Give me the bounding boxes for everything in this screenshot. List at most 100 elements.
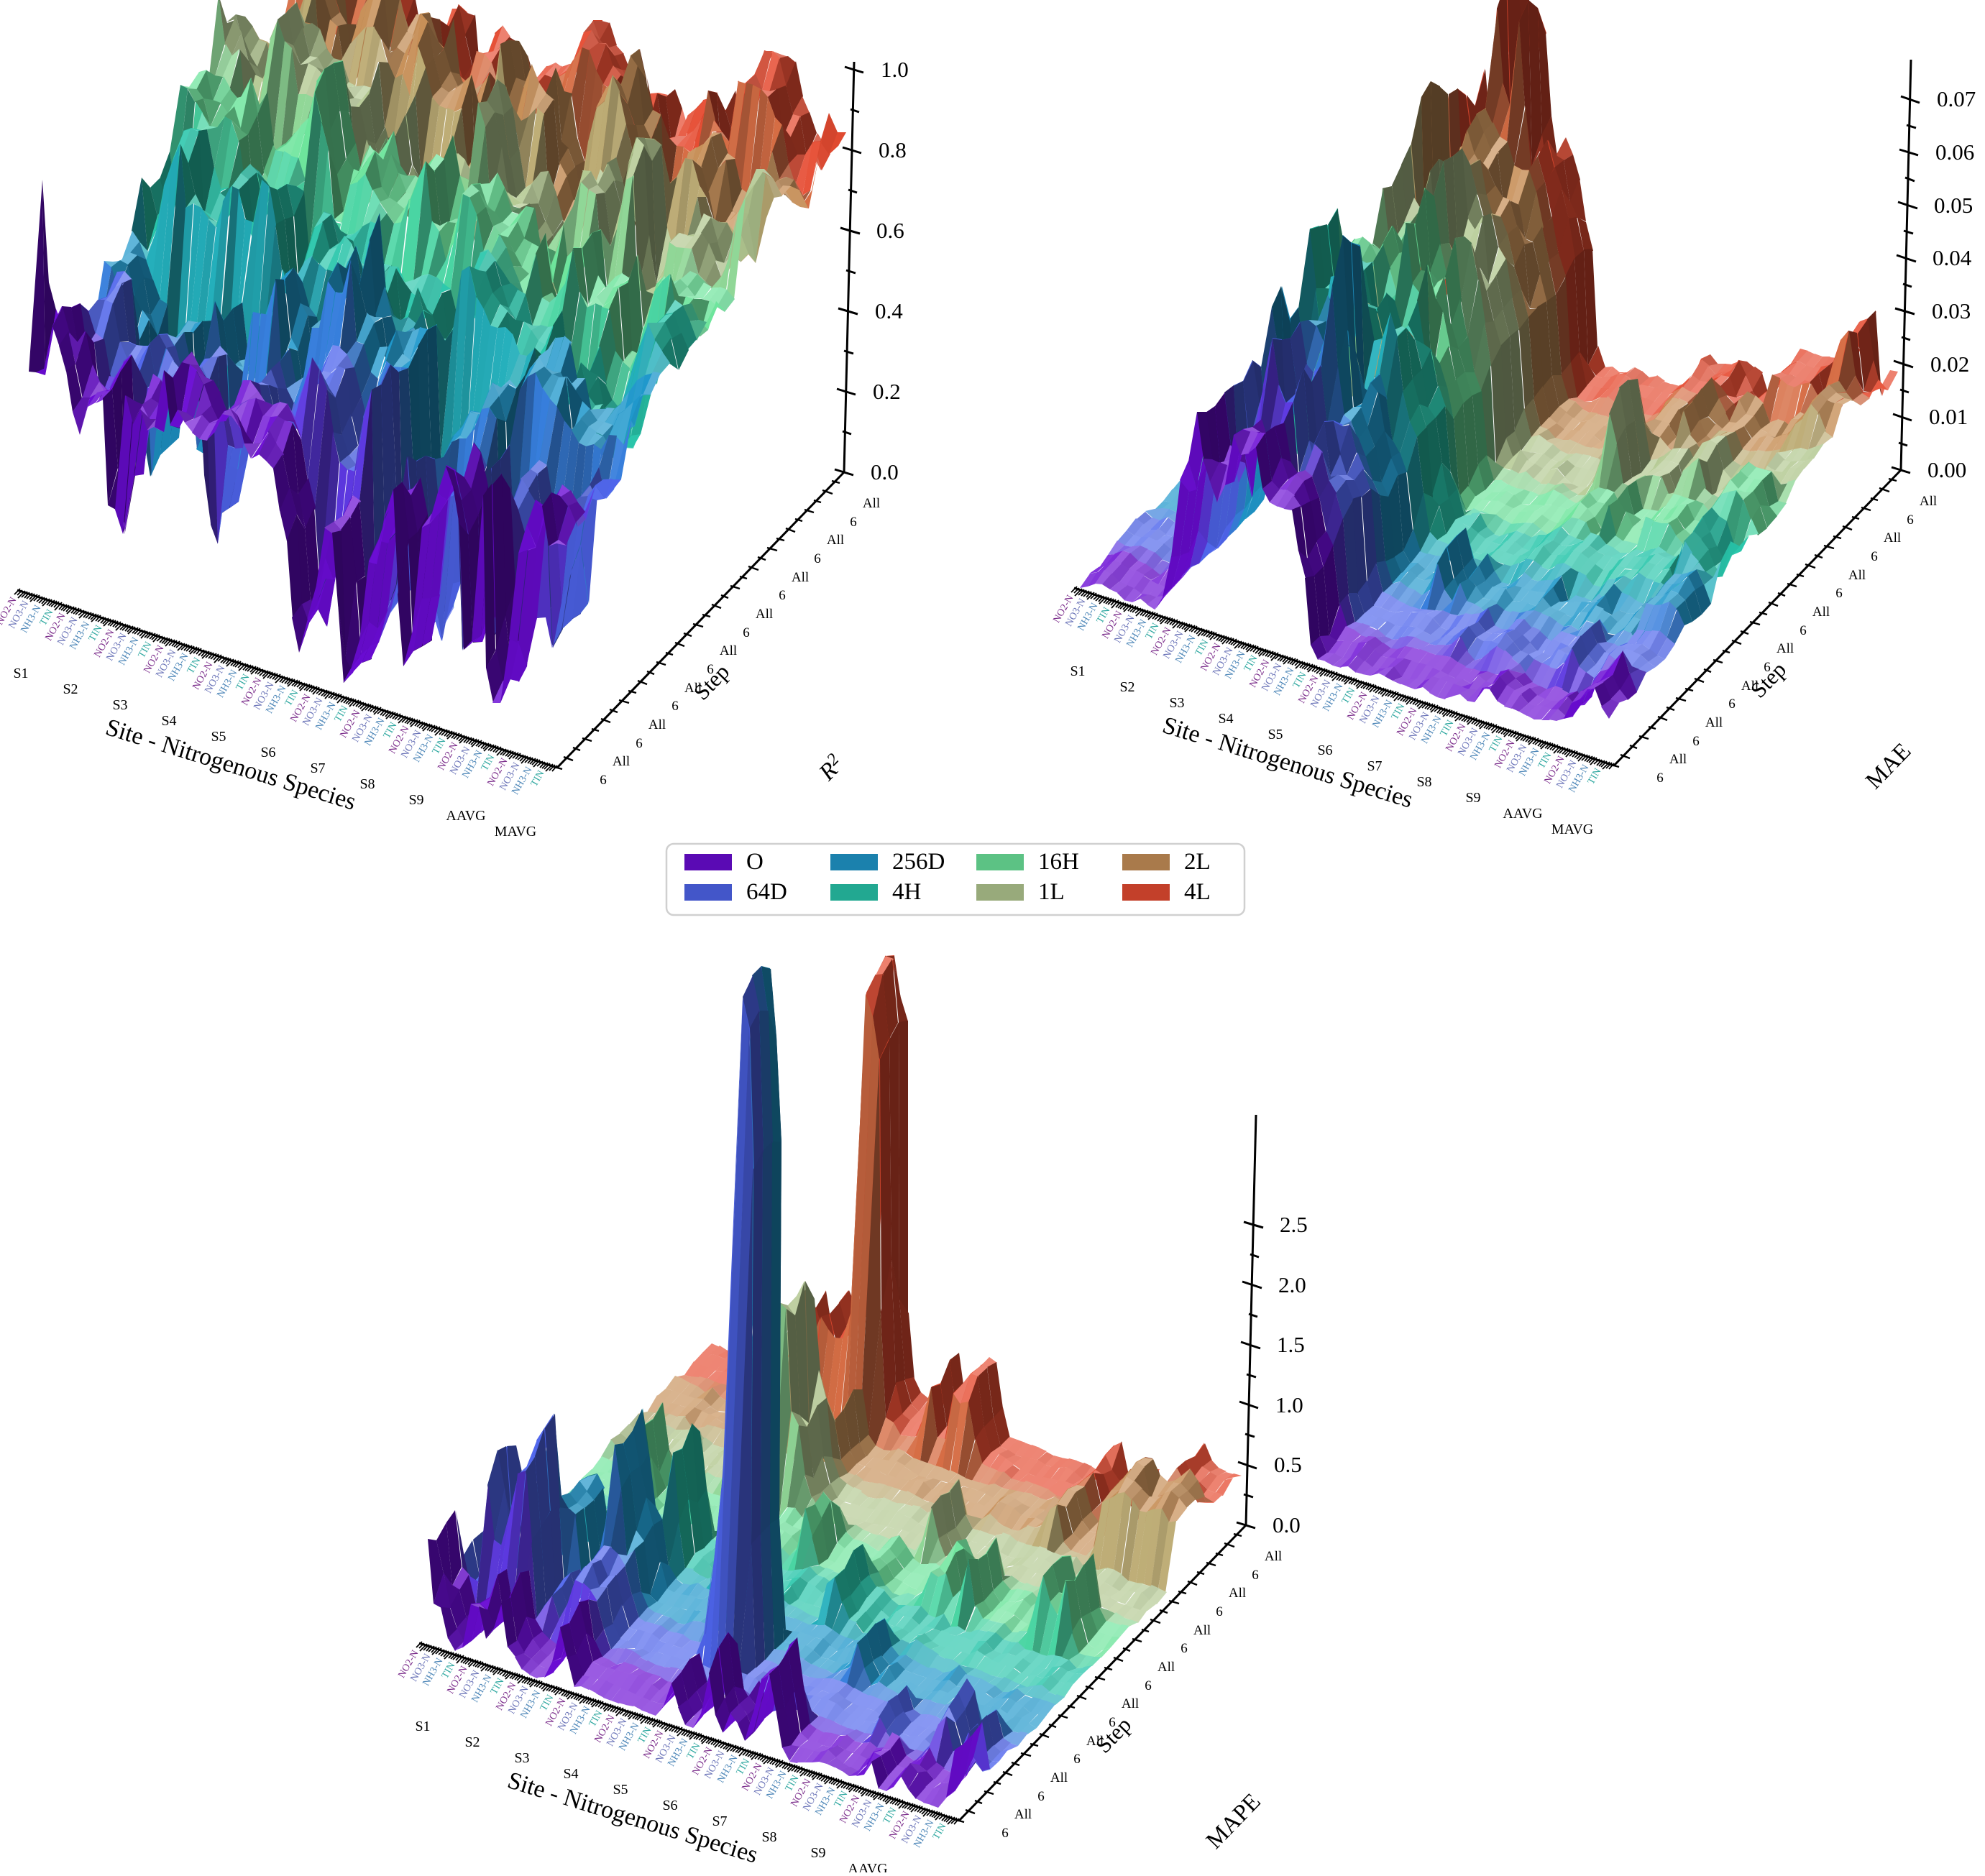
svg-text:6: 6 (600, 773, 607, 788)
svg-text:AAVG: AAVG (446, 808, 485, 824)
svg-text:All: All (1848, 568, 1866, 583)
svg-text:0.06: 0.06 (1935, 139, 1974, 165)
svg-text:All: All (1812, 604, 1830, 620)
svg-text:6: 6 (1800, 623, 1807, 638)
svg-text:0.2: 0.2 (873, 379, 901, 404)
svg-text:AAVG: AAVG (1503, 806, 1542, 822)
svg-text:All: All (648, 717, 666, 732)
svg-text:0.0: 0.0 (871, 459, 899, 484)
svg-text:256D: 256D (892, 849, 945, 875)
svg-text:S1: S1 (1070, 663, 1085, 679)
svg-text:0.02: 0.02 (1930, 351, 1969, 377)
svg-text:S3: S3 (1169, 695, 1184, 711)
svg-text:S9: S9 (810, 1845, 825, 1861)
svg-text:0.0: 0.0 (1273, 1512, 1301, 1537)
svg-text:All: All (1193, 1623, 1211, 1638)
svg-text:S4: S4 (161, 713, 176, 729)
svg-text:6: 6 (1692, 734, 1700, 749)
svg-text:All: All (1741, 679, 1759, 694)
svg-text:S4: S4 (563, 1766, 578, 1782)
svg-text:S9: S9 (408, 792, 423, 808)
svg-text:S5: S5 (1267, 727, 1283, 742)
svg-text:S7: S7 (310, 760, 325, 776)
svg-text:16H: 16H (1038, 849, 1079, 875)
svg-text:6: 6 (1835, 586, 1843, 601)
svg-text:MAVG: MAVG (495, 824, 537, 840)
svg-text:0.04: 0.04 (1933, 245, 1972, 270)
svg-text:S8: S8 (1416, 774, 1431, 790)
svg-text:All: All (1050, 1770, 1068, 1785)
svg-text:All: All (1265, 1549, 1282, 1564)
svg-text:AAVG: AAVG (848, 1861, 887, 1872)
svg-text:All: All (1705, 715, 1723, 730)
svg-text:0.00: 0.00 (1927, 457, 1966, 482)
svg-text:S2: S2 (464, 1734, 480, 1750)
svg-text:All: All (792, 570, 809, 585)
svg-text:6: 6 (743, 625, 750, 640)
svg-text:6: 6 (1109, 1715, 1116, 1730)
svg-text:6: 6 (1656, 771, 1664, 786)
svg-text:All: All (827, 533, 844, 548)
svg-text:All: All (1122, 1696, 1139, 1711)
svg-text:All: All (1669, 752, 1687, 767)
svg-text:6: 6 (779, 588, 786, 603)
svg-text:MAVG: MAVG (1551, 822, 1594, 837)
svg-text:All: All (1229, 1586, 1246, 1601)
svg-text:6: 6 (1252, 1568, 1259, 1583)
svg-text:S9: S9 (1465, 790, 1480, 806)
svg-text:S8: S8 (359, 776, 375, 792)
svg-text:2.5: 2.5 (1280, 1212, 1308, 1237)
svg-text:1.0: 1.0 (1275, 1392, 1303, 1417)
svg-text:0.6: 0.6 (876, 218, 904, 243)
svg-text:6: 6 (814, 551, 821, 566)
svg-text:6: 6 (1728, 696, 1736, 712)
svg-text:All: All (1920, 494, 1937, 509)
svg-text:0.03: 0.03 (1932, 298, 1971, 323)
svg-text:6: 6 (1181, 1641, 1188, 1656)
svg-text:All: All (863, 496, 880, 511)
svg-text:6: 6 (1764, 660, 1771, 675)
svg-text:S7: S7 (712, 1813, 727, 1829)
svg-text:All: All (1884, 530, 1901, 546)
svg-text:6: 6 (1907, 512, 1914, 528)
svg-text:6: 6 (850, 515, 857, 530)
svg-text:S6: S6 (1317, 742, 1332, 758)
svg-text:S6: S6 (662, 1798, 677, 1813)
svg-text:All: All (1014, 1807, 1032, 1822)
svg-text:S2: S2 (63, 681, 78, 697)
svg-text:S2: S2 (1119, 679, 1134, 695)
svg-text:All: All (1157, 1660, 1175, 1675)
svg-text:S8: S8 (761, 1829, 776, 1845)
svg-text:6: 6 (1037, 1789, 1045, 1804)
svg-text:64D: 64D (746, 879, 787, 905)
svg-text:All: All (1777, 641, 1794, 656)
svg-text:0.5: 0.5 (1274, 1452, 1302, 1477)
svg-text:0.01: 0.01 (1929, 404, 1968, 429)
svg-text:All: All (613, 754, 630, 769)
svg-text:6: 6 (1216, 1604, 1223, 1619)
svg-text:All: All (684, 681, 702, 696)
svg-text:All: All (720, 643, 737, 658)
svg-text:All: All (1086, 1734, 1104, 1749)
svg-text:S6: S6 (260, 745, 275, 760)
svg-text:2.0: 2.0 (1278, 1272, 1306, 1297)
svg-text:1.0: 1.0 (881, 57, 909, 82)
svg-text:S3: S3 (514, 1750, 529, 1766)
svg-text:O: O (746, 849, 764, 875)
svg-text:0.4: 0.4 (875, 298, 903, 323)
svg-text:S1: S1 (13, 666, 28, 681)
svg-text:1.5: 1.5 (1277, 1332, 1305, 1357)
svg-text:6: 6 (1001, 1826, 1009, 1841)
svg-text:6: 6 (1073, 1752, 1081, 1767)
svg-text:1L: 1L (1038, 879, 1065, 905)
svg-text:6: 6 (1145, 1678, 1152, 1693)
svg-text:S3: S3 (112, 697, 127, 713)
svg-text:0.05: 0.05 (1934, 193, 1973, 218)
svg-text:6: 6 (636, 736, 643, 751)
svg-text:S5: S5 (211, 729, 226, 745)
svg-text:S1: S1 (415, 1719, 430, 1734)
svg-text:4H: 4H (892, 879, 921, 905)
svg-text:S7: S7 (1367, 758, 1382, 774)
svg-text:S4: S4 (1218, 711, 1233, 727)
svg-text:All: All (756, 607, 773, 622)
